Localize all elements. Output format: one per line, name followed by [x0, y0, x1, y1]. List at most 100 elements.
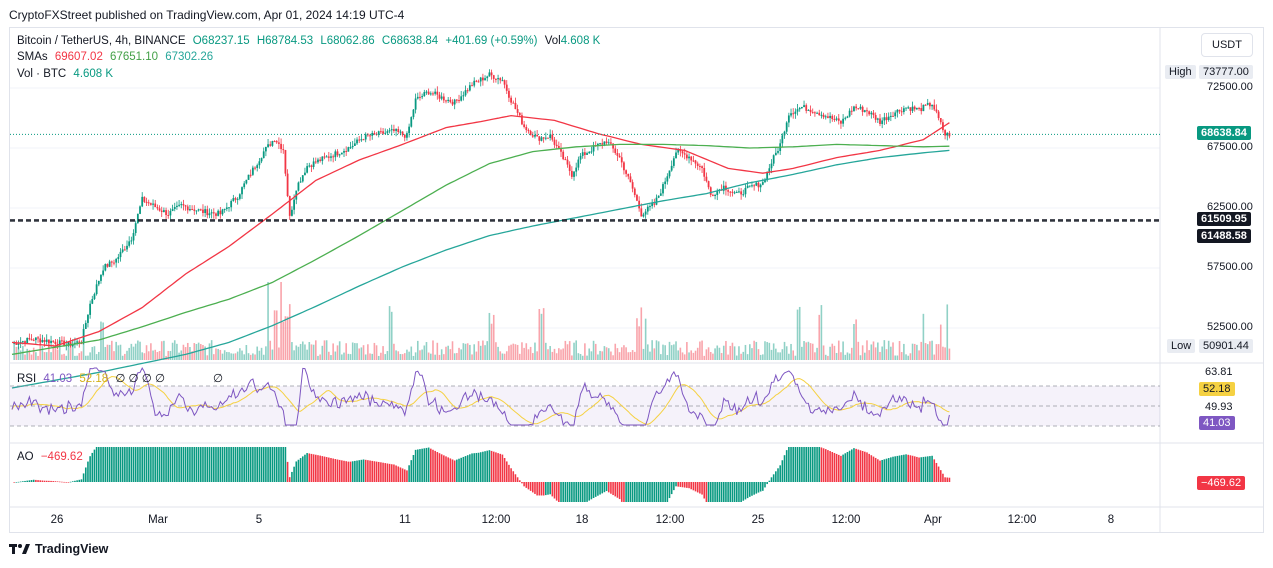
- candle-body: [790, 113, 792, 116]
- ao-bar: [766, 482, 768, 485]
- candle-body: [785, 122, 788, 132]
- ao-bar: [403, 469, 406, 482]
- volume-bar: [601, 351, 604, 360]
- candle-body: [371, 132, 374, 136]
- ao-bar: [150, 447, 152, 482]
- candle-body: [184, 205, 187, 207]
- volume-bar: [922, 313, 925, 360]
- ao-bar: [26, 480, 28, 482]
- current-price-label: 68638.84: [1197, 126, 1251, 140]
- candle-body: [575, 167, 578, 172]
- volume-bar: [551, 351, 554, 360]
- candle-body: [13, 342, 16, 344]
- sma-legend[interactable]: SMAs 69607.02 67651.10 67302.26: [17, 51, 217, 63]
- candle-body: [696, 163, 699, 166]
- volume-bar: [43, 352, 46, 360]
- candle-body: [783, 131, 786, 136]
- volume-bar: [249, 354, 252, 360]
- ao-bar: [338, 459, 341, 482]
- volume-bar: [501, 353, 504, 360]
- volume-bar: [892, 342, 894, 360]
- ao-bar: [284, 447, 287, 482]
- candle-body: [347, 147, 350, 152]
- ao-bar: [553, 482, 556, 499]
- ao-bar: [28, 480, 31, 482]
- candle-body: [868, 111, 871, 115]
- volume-bar: [705, 349, 708, 360]
- volume-bar: [651, 340, 653, 360]
- ohlc-open: O68237.15: [192, 35, 250, 47]
- candle-body: [163, 210, 165, 212]
- ao-bar: [594, 482, 597, 497]
- volume-bar: [54, 345, 57, 360]
- ao-bar: [657, 482, 660, 502]
- volume-bar: [460, 349, 462, 360]
- ao-bar: [41, 480, 44, 482]
- rsi-axis-mid: 49.93: [1205, 401, 1233, 413]
- symbol-title[interactable]: Bitcoin / TetherUS, 4h, BINANCE: [17, 35, 186, 47]
- candle-body: [820, 114, 823, 116]
- ao-bar: [629, 482, 632, 502]
- volume-bar: [564, 340, 567, 360]
- candle-body: [879, 118, 881, 124]
- volume-bar: [879, 351, 881, 360]
- candle-body: [588, 151, 591, 154]
- ao-bar: [373, 461, 376, 482]
- candle-body: [182, 204, 185, 206]
- candle-body: [510, 97, 512, 103]
- candle-body: [866, 110, 868, 112]
- volume-bar: [228, 352, 230, 360]
- ao-bar: [473, 453, 476, 482]
- candle-body: [649, 206, 651, 208]
- volume-bar: [312, 344, 315, 360]
- ao-bar: [484, 451, 486, 482]
- volume-bar: [247, 353, 250, 360]
- ao-bar: [777, 468, 779, 482]
- volume-bar: [505, 351, 508, 360]
- candle-body: [662, 184, 664, 194]
- volume-bar: [265, 346, 267, 360]
- ao-bar: [395, 465, 397, 482]
- time-axis-label: 12:00: [1008, 514, 1037, 526]
- ao-bar: [607, 482, 610, 493]
- ao-bar: [538, 482, 541, 496]
- ao-bar: [764, 482, 766, 488]
- volume-bar: [362, 345, 365, 360]
- tradingview-brand[interactable]: TradingView: [9, 542, 108, 556]
- ao-bar: [15, 482, 18, 483]
- volume-legend[interactable]: Vol · BTC 4.608 K: [17, 68, 117, 80]
- ao-bar: [844, 453, 847, 482]
- candle-body: [655, 197, 658, 205]
- ao-bar: [783, 455, 786, 482]
- ao-bar: [575, 482, 577, 502]
- ao-bar: [818, 447, 821, 482]
- candle-body: [191, 209, 194, 211]
- ao-bar: [779, 465, 781, 482]
- ao-bar: [551, 482, 554, 497]
- ao-bar: [829, 451, 831, 482]
- ao-legend[interactable]: AO −469.62: [17, 451, 87, 463]
- ao-bar: [375, 461, 378, 482]
- candle-body: [781, 135, 784, 144]
- ao-bar: [108, 447, 111, 482]
- ao-bar: [703, 482, 706, 499]
- candle-body: [21, 341, 24, 343]
- volume-bar: [445, 346, 447, 360]
- ao-bar: [156, 447, 159, 482]
- volume-bar: [625, 347, 627, 360]
- ao-bar: [399, 467, 402, 482]
- ao-bar: [614, 482, 617, 497]
- currency-selector[interactable]: USDT: [1201, 33, 1253, 57]
- ao-bar: [377, 461, 380, 482]
- candle-body: [323, 156, 326, 158]
- ao-bar: [167, 447, 170, 482]
- rsi-legend[interactable]: RSI 41.03 52.18 ∅ ∅ ∅ ∅: [17, 371, 169, 385]
- volume-bar: [393, 343, 395, 360]
- ao-bar: [913, 456, 916, 482]
- volume-bar: [375, 345, 378, 360]
- ao-bar: [479, 452, 482, 482]
- candle-body: [236, 198, 239, 200]
- ao-bar: [30, 480, 33, 482]
- volume-bar: [451, 341, 454, 360]
